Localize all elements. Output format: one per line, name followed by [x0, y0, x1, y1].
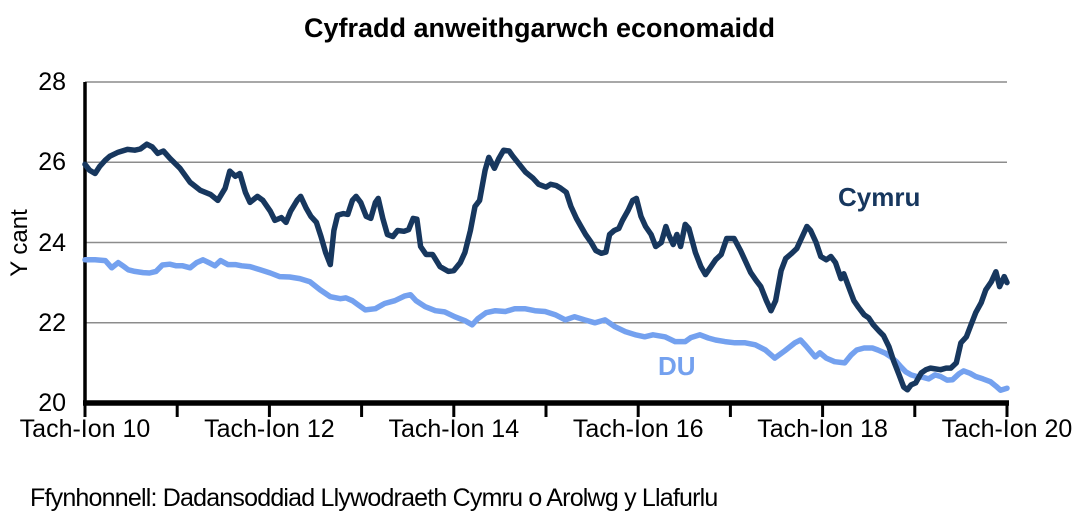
series-line-cymru [82, 141, 1010, 393]
source-note: Ffynhonnell: Dadansoddiad Llywodraeth Cy… [30, 484, 718, 512]
x-tick-label: Tach-Ion 16 [572, 415, 704, 443]
y-tick-label: 22 [38, 308, 66, 337]
y-tick-label: 28 [38, 68, 66, 96]
x-tick-label: Tach-Ion 10 [19, 415, 151, 443]
x-tick-label: Tach-Ion 12 [204, 415, 335, 443]
x-tick-label: Tach-Ion 20 [941, 415, 1073, 443]
x-tick-label: Tach-Ion 18 [757, 415, 888, 443]
series-label-cymru: Cymru [838, 182, 921, 212]
y-tick-label: 26 [38, 148, 66, 177]
series-line-du [82, 257, 1010, 393]
y-tick-label: 20 [38, 389, 66, 417]
y-tick-label: 24 [38, 228, 66, 257]
series-label-du: DU [658, 351, 696, 381]
x-tick-label: Tach-Ion 14 [388, 415, 520, 443]
page-title: Cyfradd anweithgarwch economaidd [303, 13, 776, 43]
